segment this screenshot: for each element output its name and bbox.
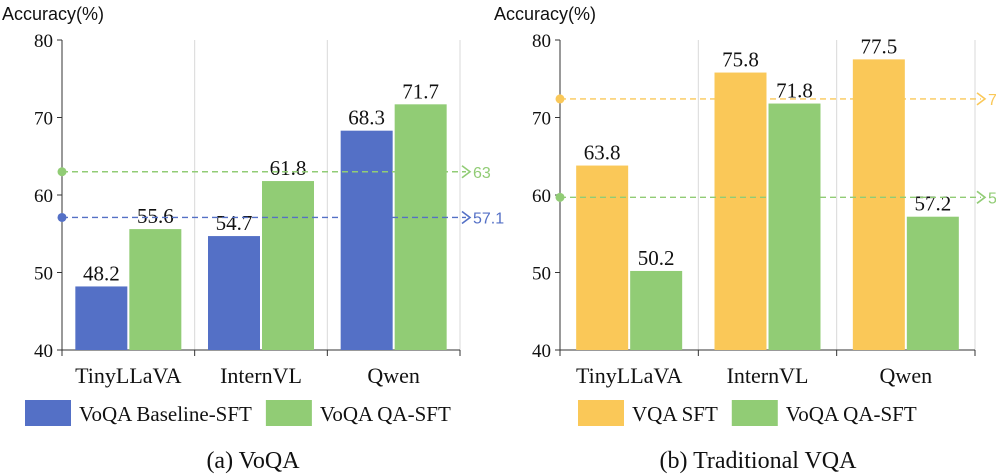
bar (906, 216, 959, 350)
y-tick-label: 50 (532, 264, 551, 285)
data-label: 48.2 (83, 261, 120, 285)
chart-panel-traditional-vqa: Accuracy(%) 40 50 60 70 80 TinyLLaVA 63.8 50.2 In… (494, 4, 996, 474)
reference-line-marker (555, 192, 565, 202)
x-category-label: InternVL (727, 363, 809, 388)
legend-swatch (731, 400, 778, 426)
y-tick-label: 60 (34, 186, 53, 207)
reference-line-marker (555, 94, 565, 104)
reference-line-arrow (461, 210, 472, 225)
x-category-label: TinyLLaVA (576, 363, 682, 388)
reference-line-arrow (976, 190, 987, 204)
bar (630, 270, 683, 350)
x-category-label: InternVL (220, 363, 302, 388)
data-label: 75.8 (722, 48, 759, 72)
legend-label: VoQA Baseline-SFT (79, 402, 252, 426)
bar (576, 165, 629, 350)
bar (340, 130, 393, 350)
bar (768, 103, 821, 350)
y-axis-title: Accuracy(%) (494, 4, 596, 24)
x-category-label: Qwen (880, 363, 933, 388)
legend-swatch (578, 400, 624, 426)
reference-line-label: 72.4 (988, 92, 996, 109)
y-tick-label: 50 (34, 264, 53, 285)
y-tick-label: 70 (532, 109, 551, 130)
reference-line-arrow (976, 92, 987, 106)
bar (129, 229, 182, 350)
y-tick-label: 60 (532, 186, 551, 207)
bar (852, 59, 905, 350)
bar (75, 286, 128, 350)
y-tick-label: 80 (34, 31, 53, 52)
chart-panel-voqa: Accuracy(%) 40 50 60 70 80 TinyLLaVA 48.2 55.6 In… (2, 4, 504, 474)
reference-line-marker (57, 212, 67, 222)
chart-caption: (a) VoQA (206, 448, 300, 474)
bar (714, 72, 767, 351)
reference-line-arrow (461, 165, 472, 179)
reference-line-label: 63 (473, 165, 491, 182)
chart-caption: (b) Traditional VQA (660, 448, 858, 474)
reference-line-label: 57.1 (473, 210, 504, 227)
data-label: 77.5 (860, 34, 897, 58)
data-label: 57.2 (914, 192, 951, 216)
data-label: 68.3 (348, 106, 385, 130)
legend-swatch (265, 400, 312, 426)
bar (262, 181, 314, 350)
reference-line-marker (57, 167, 67, 177)
y-tick-label: 80 (532, 31, 551, 52)
bar (394, 104, 447, 350)
y-tick-label: 70 (34, 109, 53, 130)
bar (208, 236, 260, 350)
data-label: 63.8 (584, 141, 621, 165)
data-label: 54.7 (216, 211, 253, 235)
y-axis-title: Accuracy(%) (2, 4, 104, 24)
x-category-label: TinyLLaVA (75, 363, 181, 388)
data-label: 55.6 (137, 204, 174, 228)
x-category-label: Qwen (367, 363, 420, 388)
reference-line-label: 59.7 (988, 190, 996, 207)
legend-label: VQA SFT (632, 402, 718, 426)
y-tick-label: 40 (532, 341, 551, 362)
legend-swatch (25, 400, 71, 426)
y-tick-label: 40 (34, 341, 53, 362)
legend-label: VoQA QA-SFT (320, 402, 451, 426)
data-label: 61.8 (270, 156, 307, 180)
data-label: 71.7 (402, 79, 439, 103)
data-label: 50.2 (638, 246, 675, 270)
legend-label: VoQA QA-SFT (786, 402, 917, 426)
